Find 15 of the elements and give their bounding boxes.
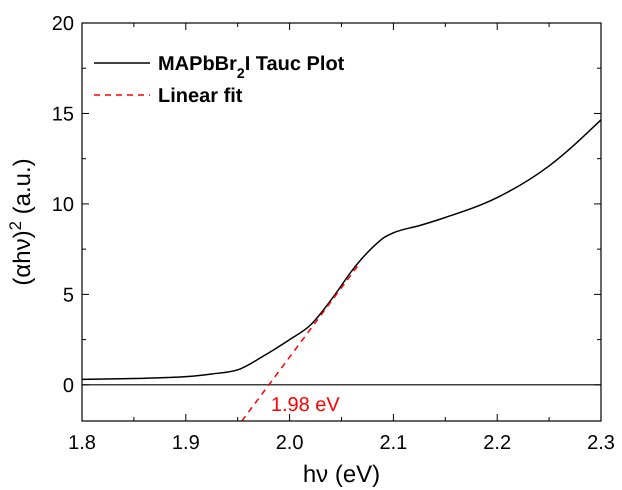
y-tick-label: 0: [62, 374, 74, 397]
legend-label: MAPbBr$_{2}$I Tauc Plot: [158, 53, 345, 81]
x-tick-label: 2.0: [276, 432, 304, 454]
annotation: 1.98 eV: [270, 394, 340, 416]
y-tick-label: 20: [52, 13, 74, 35]
x-tick-label: 1.9: [172, 432, 200, 454]
legend-label: Linear fit: [158, 85, 243, 107]
y-tick-label: 5: [62, 284, 74, 306]
x-tick-label: 2.2: [483, 432, 512, 454]
x-tick-label: 2.3: [587, 432, 615, 454]
x-axis-title: hν (eV): [302, 461, 380, 488]
y-tick-label: 15: [52, 103, 74, 126]
x-tick-label: 1.8: [68, 432, 96, 454]
x-tick-label: 2.1: [379, 432, 408, 454]
y-tick-label: 10: [52, 194, 74, 216]
